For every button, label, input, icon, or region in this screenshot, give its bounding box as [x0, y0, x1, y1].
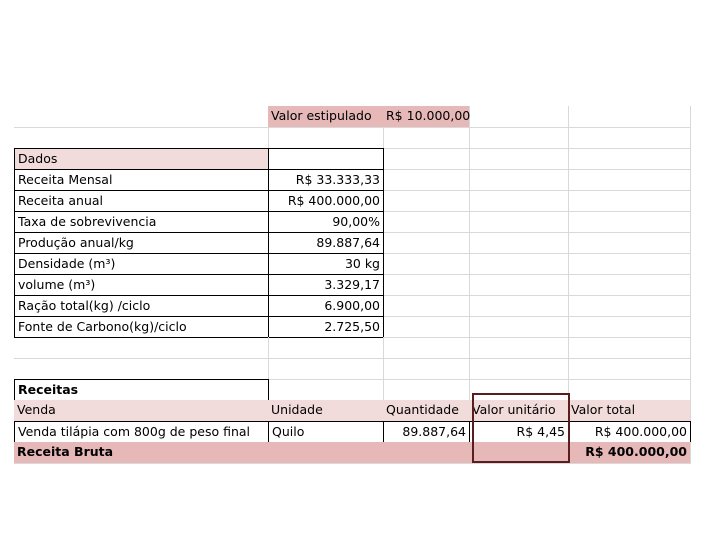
empty-cell [383, 190, 470, 212]
empty-cell [14, 127, 269, 149]
cell: R$ 400.000,00 [268, 190, 384, 212]
empty-cell [469, 295, 569, 317]
empty-cell [568, 337, 691, 359]
empty-cell [469, 253, 569, 275]
cell: R$ 33.333,33 [268, 169, 384, 191]
empty-cell [568, 358, 691, 380]
cell: 3.329,17 [268, 274, 384, 296]
empty-cell [568, 211, 691, 233]
cell: Quilo [268, 421, 384, 443]
empty-cell [568, 274, 691, 296]
cell: 89.887,64 [383, 421, 470, 443]
empty-cell [469, 127, 569, 149]
empty-cell [568, 295, 691, 317]
empty-cell [383, 253, 470, 275]
empty-cell [469, 148, 569, 170]
empty-cell [568, 169, 691, 191]
cell: Fonte de Carbono(kg)/ciclo [14, 316, 269, 338]
empty-cell [469, 232, 569, 254]
cell: 6.900,00 [268, 295, 384, 317]
empty-cell [568, 253, 691, 275]
cell: Unidade [268, 400, 384, 422]
cell: Quantidade [383, 400, 470, 422]
cell: volume (m³) [14, 274, 269, 296]
empty-cell [268, 148, 384, 170]
empty-cell [469, 358, 569, 380]
empty-cell [383, 295, 470, 317]
empty-cell [469, 316, 569, 338]
cell: Venda tilápia com 800g de peso final [14, 421, 269, 443]
empty-cell [383, 127, 470, 149]
empty-cell [268, 442, 384, 464]
empty-cell [568, 148, 691, 170]
cell: Ração total(kg) /ciclo [14, 295, 269, 317]
empty-cell [568, 190, 691, 212]
cell: 30 kg [268, 253, 384, 275]
cell: Receita anual [14, 190, 269, 212]
empty-cell [383, 148, 470, 170]
empty-cell [268, 358, 384, 380]
empty-cell [469, 169, 569, 191]
empty-cell [383, 232, 470, 254]
cell: Densidade (m³) [14, 253, 269, 275]
empty-cell [469, 274, 569, 296]
empty-cell [14, 106, 269, 128]
empty-cell [268, 379, 384, 401]
empty-cell [268, 127, 384, 149]
cell: 90,00% [268, 211, 384, 233]
cell: R$ 400.000,00 [568, 421, 691, 443]
empty-cell [383, 211, 470, 233]
empty-cell [383, 337, 470, 359]
empty-cell [14, 358, 269, 380]
empty-cell [14, 337, 269, 359]
highlight-box [472, 393, 570, 463]
cell: 2.725,50 [268, 316, 384, 338]
empty-cell [568, 106, 691, 128]
empty-cell [469, 211, 569, 233]
cell: Valor estipulado [268, 106, 384, 128]
cell: Receita Mensal [14, 169, 269, 191]
empty-cell [383, 379, 470, 401]
cell: Valor unitário [469, 400, 569, 422]
empty-cell [268, 337, 384, 359]
cell: Receita Bruta [14, 442, 269, 464]
empty-cell [469, 190, 569, 212]
empty-cell [383, 358, 470, 380]
empty-cell [383, 169, 470, 191]
empty-cell [383, 316, 470, 338]
empty-cell [469, 337, 569, 359]
cell: Dados [14, 148, 269, 170]
cell: R$ 10.000,00 [383, 106, 470, 128]
cell: Taxa de sobrevivencia [14, 211, 269, 233]
cell: Produção anual/kg [14, 232, 269, 254]
empty-cell [568, 316, 691, 338]
empty-cell [383, 274, 470, 296]
cell: 89.887,64 [268, 232, 384, 254]
empty-cell [568, 379, 691, 401]
empty-cell [568, 127, 691, 149]
empty-cell [469, 106, 569, 128]
empty-cell [383, 442, 470, 464]
cell: Receitas [14, 379, 269, 401]
cell: Valor total [568, 400, 691, 422]
empty-cell [568, 232, 691, 254]
cell: Venda [14, 400, 269, 422]
cell: R$ 400.000,00 [568, 442, 691, 464]
